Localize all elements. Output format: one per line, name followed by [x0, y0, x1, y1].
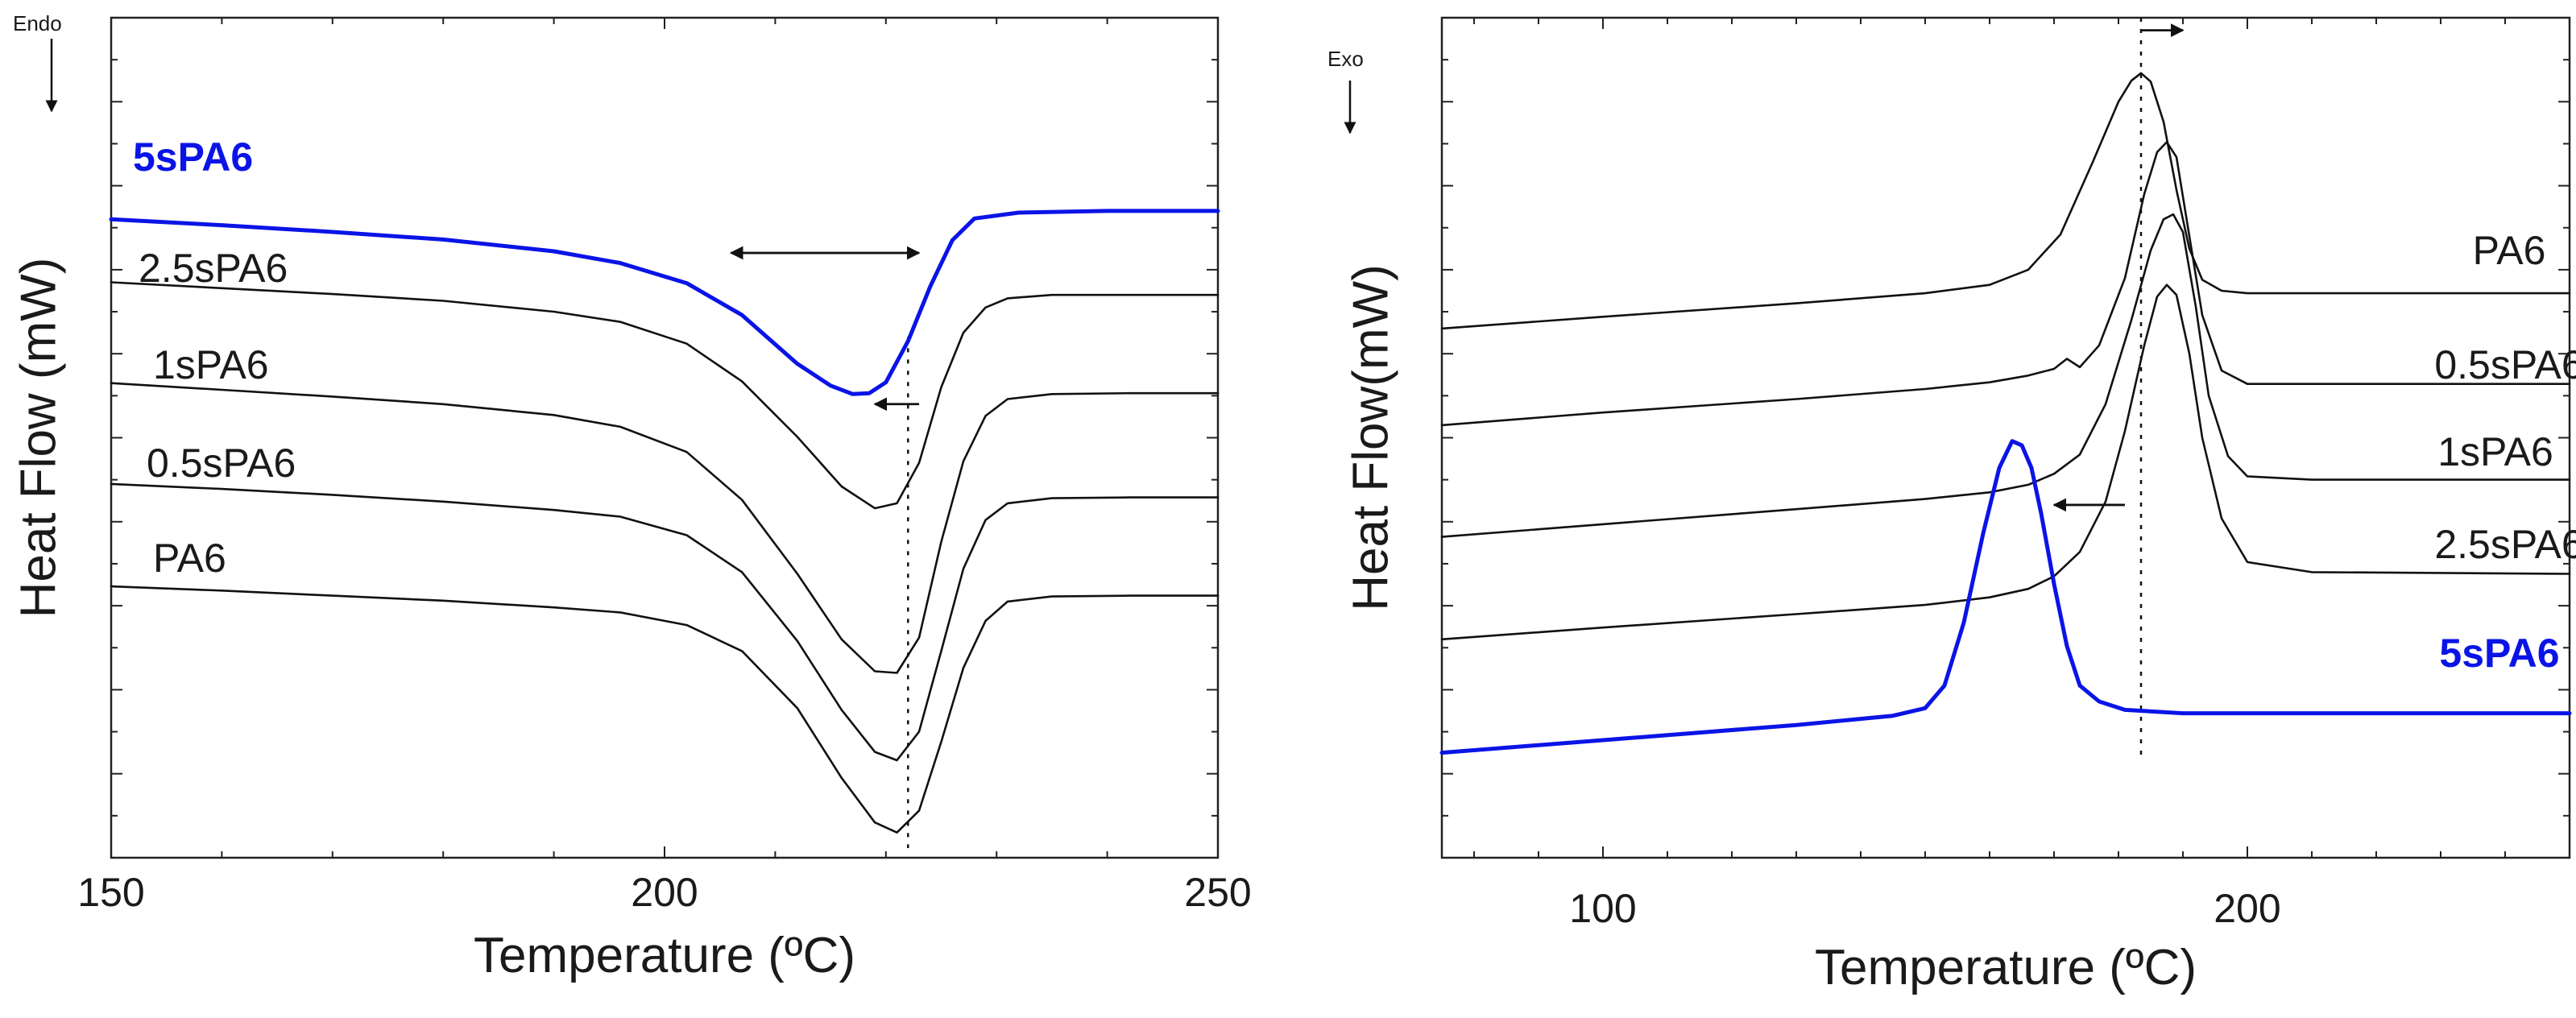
crystallization-direction-marker-label: Exo	[1327, 47, 1364, 71]
melting-series-label-0-5spa6: 0.5sPA6	[147, 441, 296, 486]
crystallization-y-ticks	[1442, 59, 2570, 817]
melting-y-axis-title: Heat Flow (mW)	[10, 258, 66, 619]
x-tick-label-150: 150	[77, 870, 144, 915]
crystallization-series-2-5spa6-line	[1440, 283, 2571, 641]
crystallization-series-label-pa6: PA6	[2473, 228, 2546, 273]
crystallization-plot-frame	[1440, 16, 2571, 859]
melting-series-5spa6-line	[109, 209, 1220, 396]
crystallization-series-label-0-5spa6: 0.5sPA6	[2434, 342, 2576, 387]
crystallization-series-label-1spa6: 1sPA6	[2437, 429, 2553, 474]
melting-series-pa6-line	[110, 585, 1220, 834]
melting-plot-frame	[110, 16, 1220, 859]
melting-x-axis-title: Temperature (ºC)	[474, 928, 855, 983]
melting-series-0-5spa6-line	[110, 482, 1220, 762]
crystallization-series-1spa6-line	[1440, 213, 2571, 538]
melting-direction-marker-label: Endo	[13, 11, 62, 35]
melting-series-label-1spa6: 1sPA6	[153, 342, 269, 387]
crystallization-series-5spa6-line	[1439, 439, 2572, 755]
crystallization-x-axis-title: Temperature (ºC)	[1815, 940, 2197, 995]
melting-series-2-5spa6-line	[110, 281, 1220, 510]
x-tick-label-200: 200	[2214, 886, 2280, 931]
melting-x-ticks	[110, 18, 1219, 858]
x-tick-label-100: 100	[1569, 886, 1636, 931]
x-tick-label-200: 200	[631, 870, 698, 915]
crystallization-series-label-5spa6: 5sPA6	[2439, 631, 2559, 676]
crystallization-y-axis-title: Heat Flow(mW)	[1343, 264, 1398, 611]
crystallization-series-0-5spa6-line	[1440, 141, 2571, 427]
melting-series-label-pa6: PA6	[153, 536, 226, 581]
melting-chart-panel: 150 200 250 Temperature (ºC) Heat Flow (mW) E…	[10, 11, 1251, 983]
x-tick-label-250: 250	[1184, 870, 1251, 915]
crystallization-series-label-2-5spa6: 2.5sPA6	[2434, 522, 2576, 567]
melting-y-ticks	[111, 59, 1218, 817]
melting-series-label-5spa6: 5sPA6	[133, 134, 253, 180]
crystallization-chart-panel: 100 200 Temperature (ºC) Heat Flow(mW) Exo PA…	[1327, 16, 2576, 995]
melting-series-label-2-5spa6: 2.5sPA6	[139, 246, 288, 291]
crystallization-series-pa6-line	[1440, 72, 2571, 330]
melting-series-1spa6-line	[110, 382, 1220, 674]
crystallization-x-ticks	[1473, 18, 2570, 858]
